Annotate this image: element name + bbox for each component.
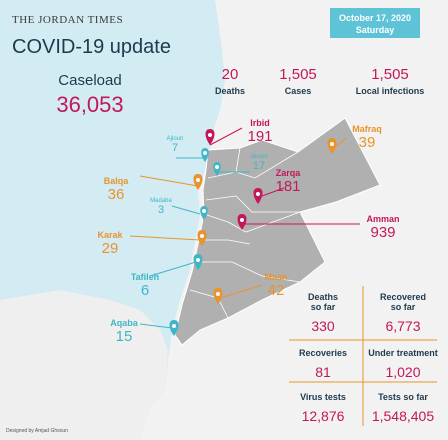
balqa-name: Balqa xyxy=(103,176,129,186)
total-deaths-value: 330 xyxy=(311,318,335,334)
governorate-irbid: Irbid 191 xyxy=(240,118,280,145)
totals-panel: Deaths so far 330 Recovered so far 6,773… xyxy=(283,282,443,432)
daily-deaths: 20 Deaths xyxy=(205,66,255,96)
total-recovered-value: 6,773 xyxy=(385,318,421,334)
aqaba-value: 15 xyxy=(115,328,133,345)
location-pin-icon xyxy=(200,206,208,220)
location-pin-icon xyxy=(193,254,203,270)
governorate-mafraq: Mafraq 39 xyxy=(342,124,392,151)
mafraq-name: Mafraq xyxy=(352,124,382,134)
location-pin-icon xyxy=(237,214,247,230)
total-treatment-value: 1,020 xyxy=(385,364,421,380)
daily-deaths-value: 20 xyxy=(221,66,239,83)
totals-dividers xyxy=(289,286,437,426)
daily-local-infections: 1,505 Local infections xyxy=(340,66,440,96)
publication-name: THE JORDAN TIMES xyxy=(12,14,124,26)
location-pin-icon xyxy=(201,148,209,162)
sinai-land xyxy=(0,290,168,440)
caseload-label: Caseload xyxy=(58,72,122,89)
jerash-name: Jerash xyxy=(249,154,268,160)
total-deaths-label-2: so far xyxy=(310,302,336,312)
total-recovered-label: Recovered xyxy=(379,292,427,302)
location-pin-icon xyxy=(213,162,221,176)
zarqa-name: Zarqa xyxy=(275,168,301,178)
maan-value: 42 xyxy=(267,282,285,299)
governorate-balqa: Balqa 36 xyxy=(96,176,136,203)
amman-value: 939 xyxy=(370,224,396,241)
maan-name: Maan xyxy=(264,272,288,282)
caseload-value: 36,053 xyxy=(56,92,124,117)
tafileh-name: Tafileh xyxy=(130,272,160,282)
daily-deaths-label: Deaths xyxy=(214,86,245,96)
ajloun-name: Ajloun xyxy=(166,136,184,142)
governorate-ajloun: Ajloun 7 xyxy=(160,136,190,154)
location-pin-icon xyxy=(197,230,207,246)
day-text: Saturday xyxy=(355,25,395,35)
location-pin-icon xyxy=(169,320,179,336)
total-deaths-label: Deaths xyxy=(307,292,338,302)
date-text: October 17, 2020 xyxy=(338,13,412,23)
total-recovered-label-2: so far xyxy=(390,302,416,312)
total-under-treatment: Under treatment 1,020 xyxy=(363,348,443,380)
governorate-jerash: Jerash 17 xyxy=(244,154,274,172)
governorate-karak: Karak 29 xyxy=(90,230,130,257)
total-tests-so-far: Tests so far 1,548,405 xyxy=(363,392,443,424)
governorate-madaba: Madaba 3 xyxy=(146,198,176,216)
irbid-name: Irbid xyxy=(250,118,270,128)
governorate-tafileh: Tafileh 6 xyxy=(120,272,170,299)
daily-cases-label: Cases xyxy=(284,86,312,96)
total-recovered: Recovered so far 6,773 xyxy=(363,292,443,334)
daily-local-value: 1,505 xyxy=(371,66,409,83)
location-pin-icon xyxy=(327,138,337,154)
governorate-zarqa: Zarqa 181 xyxy=(268,168,308,195)
amman-name: Amman xyxy=(366,214,400,224)
daily-cases: 1,505 Cases xyxy=(268,66,328,96)
governorate-maan: Maan 42 xyxy=(256,272,296,299)
designer-credit: Designed by Amjad Ghsoun xyxy=(6,428,68,434)
aqaba-name: Aqaba xyxy=(110,318,138,328)
tests-so-far-value: 1,548,405 xyxy=(371,408,435,424)
daily-cases-value: 1,505 xyxy=(279,66,317,83)
total-virus-tests: Virus tests 12,876 xyxy=(283,392,363,424)
jordan-map xyxy=(174,117,381,346)
location-pin-icon xyxy=(205,129,215,145)
total-recoveries: Recoveries 81 xyxy=(283,348,363,380)
madaba-name: Madaba xyxy=(150,198,172,204)
page-title: COVID-19 update xyxy=(12,36,171,58)
karak-value: 29 xyxy=(101,240,119,257)
karak-name: Karak xyxy=(97,230,123,240)
governorate-aqaba: Aqaba 15 xyxy=(104,318,144,345)
mafraq-value: 39 xyxy=(358,134,376,151)
total-recoveries-label: Recoveries xyxy=(298,348,348,358)
balqa-value: 36 xyxy=(107,186,125,203)
total-treatment-label: Under treatment xyxy=(368,348,438,358)
location-pin-icon xyxy=(213,288,223,304)
daily-local-label: Local infections xyxy=(355,86,425,96)
location-pin-icon xyxy=(193,174,203,190)
zarqa-value: 181 xyxy=(275,178,301,195)
jerash-value: 17 xyxy=(252,160,266,172)
irbid-value: 191 xyxy=(247,128,273,145)
tafileh-value: 6 xyxy=(140,282,150,299)
location-pin-icon xyxy=(253,188,263,204)
governorate-amman: Amman 939 xyxy=(358,214,408,241)
location-pins xyxy=(169,129,337,336)
tests-so-far-label: Tests so far xyxy=(378,392,428,402)
madaba-value: 3 xyxy=(157,204,165,216)
date-badge: October 17, 2020 Saturday xyxy=(330,8,420,38)
ajloun-value: 7 xyxy=(171,142,179,154)
total-recoveries-value: 81 xyxy=(315,364,331,380)
virus-tests-label: Virus tests xyxy=(300,392,346,402)
virus-tests-value: 12,876 xyxy=(301,408,345,424)
total-deaths: Deaths so far 330 xyxy=(283,292,363,334)
